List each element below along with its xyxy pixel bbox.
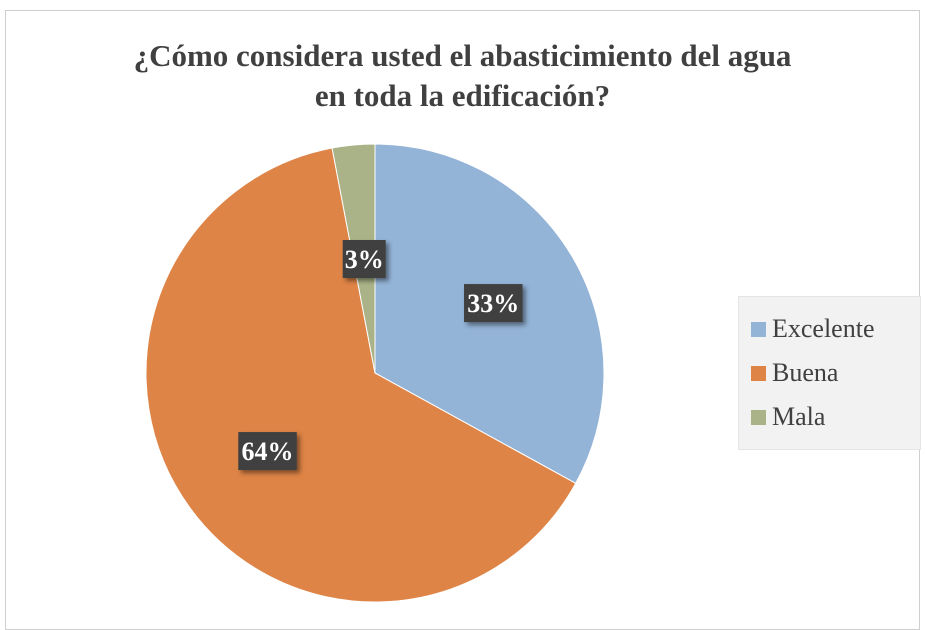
data-label-box (238, 432, 297, 471)
legend: Excelente Buena Mala (738, 296, 921, 450)
chart-title-line-1: ¿Cómo considera usted el abasticimiento … (133, 38, 792, 73)
data-label-mala: 3% (342, 240, 386, 279)
legend-item-excelente: Excelente (739, 307, 920, 351)
data-label-buena: 64% (238, 432, 297, 471)
chart-title-line-2: en toda la edificación? (314, 78, 611, 113)
legend-swatch (751, 409, 766, 425)
data-label-text: 33% (467, 289, 519, 318)
data-label-excelente: 33% (464, 284, 523, 323)
legend-label: Excelente (772, 314, 875, 343)
data-label-box (342, 240, 386, 279)
legend-label: Buena (772, 358, 839, 387)
data-label-text: 3% (345, 245, 384, 274)
pie-slice-buena (145, 147, 577, 603)
data-label-box (464, 284, 523, 323)
legend-item-mala: Mala (739, 395, 920, 439)
legend-swatch (751, 321, 766, 337)
chart-title: ¿Cómo considera usted el abasticimiento … (0, 36, 925, 116)
legend-item-buena: Buena (739, 351, 920, 395)
data-label-text: 64% (242, 437, 294, 466)
legend-label: Mala (772, 402, 826, 431)
legend-swatch (751, 365, 766, 381)
